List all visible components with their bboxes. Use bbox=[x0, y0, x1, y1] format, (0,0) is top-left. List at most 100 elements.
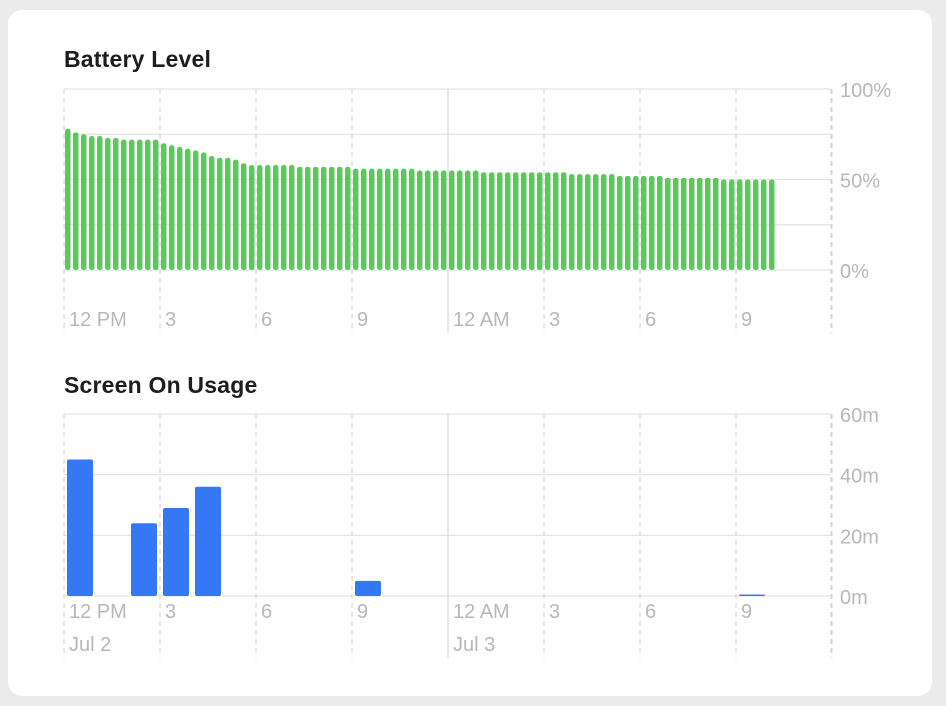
battery-bar bbox=[233, 159, 239, 270]
battery-bar bbox=[105, 137, 111, 270]
battery-bar bbox=[457, 170, 463, 270]
battery-bar bbox=[697, 177, 703, 270]
battery-bar bbox=[345, 166, 351, 270]
battery-bar bbox=[745, 179, 751, 270]
battery-bar bbox=[473, 170, 479, 270]
battery-bar bbox=[729, 179, 735, 270]
battery-bar bbox=[649, 175, 655, 270]
y-tick-label: 100% bbox=[840, 80, 891, 102]
battery-usage-card: Battery Level Screen On Usage bbox=[8, 10, 932, 696]
battery-bar bbox=[433, 170, 439, 270]
usage-bar bbox=[739, 594, 765, 596]
battery-bar bbox=[113, 137, 119, 270]
battery-bar bbox=[609, 174, 615, 270]
battery-bar bbox=[353, 168, 359, 270]
y-tick-label: 20m bbox=[840, 526, 879, 548]
x-tick-label: 12 AM bbox=[453, 309, 510, 331]
usage-bar bbox=[67, 459, 93, 596]
battery-bar bbox=[641, 175, 647, 270]
x-tick-label: 3 bbox=[549, 309, 560, 331]
x-tick-label: 6 bbox=[645, 309, 656, 331]
battery-bar bbox=[257, 165, 263, 270]
battery-bar bbox=[545, 172, 551, 270]
battery-bar bbox=[585, 174, 591, 270]
x-tick-label: 9 bbox=[741, 309, 752, 331]
battery-bar bbox=[553, 172, 559, 270]
battery-bar bbox=[417, 170, 423, 270]
battery-bar bbox=[361, 168, 367, 270]
battery-bar bbox=[289, 165, 295, 270]
battery-bar bbox=[393, 168, 399, 270]
battery-bar bbox=[673, 177, 679, 270]
x-tick-label: 12 PM bbox=[69, 601, 127, 623]
battery-level-title: Battery Level bbox=[64, 46, 212, 72]
battery-bar bbox=[633, 175, 639, 270]
battery-bar bbox=[329, 166, 335, 270]
battery-bar bbox=[249, 165, 255, 270]
battery-bar bbox=[385, 168, 391, 270]
battery-bar bbox=[569, 174, 575, 270]
battery-bar bbox=[737, 179, 743, 270]
battery-bar bbox=[137, 139, 143, 270]
battery-bar bbox=[481, 172, 487, 270]
battery-bar bbox=[617, 175, 623, 270]
x-tick-label: 3 bbox=[165, 309, 176, 331]
battery-bar bbox=[193, 150, 199, 270]
y-tick-label: 0% bbox=[840, 261, 869, 283]
battery-bar bbox=[313, 166, 319, 270]
usage-bar bbox=[355, 580, 381, 596]
battery-bar bbox=[657, 175, 663, 270]
x-tick-label: 6 bbox=[261, 309, 272, 331]
y-tick-label: 40m bbox=[840, 466, 879, 488]
battery-bar bbox=[425, 170, 431, 270]
battery-bar bbox=[721, 179, 727, 270]
x-date-label: Jul 2 bbox=[69, 634, 111, 656]
battery-bar bbox=[217, 157, 223, 270]
y-tick-label: 50% bbox=[840, 171, 880, 193]
battery-bar bbox=[505, 172, 511, 270]
battery-bar bbox=[121, 139, 127, 270]
battery-bar bbox=[265, 165, 271, 270]
battery-bar bbox=[465, 170, 471, 270]
battery-bar bbox=[497, 172, 503, 270]
battery-bar bbox=[537, 172, 543, 270]
battery-bar bbox=[321, 166, 327, 270]
battery-bar bbox=[761, 179, 767, 270]
battery-bar bbox=[201, 152, 207, 270]
battery-bar bbox=[145, 139, 151, 270]
battery-bar bbox=[489, 172, 495, 270]
battery-bar bbox=[97, 136, 103, 270]
battery-bar bbox=[305, 166, 311, 270]
battery-bar bbox=[753, 179, 759, 270]
x-tick-label: 3 bbox=[549, 601, 560, 623]
battery-bar bbox=[769, 179, 775, 270]
battery-bar bbox=[705, 177, 711, 270]
x-tick-label: 3 bbox=[165, 601, 176, 623]
battery-bar bbox=[73, 132, 79, 270]
battery-bar bbox=[681, 177, 687, 270]
usage-bar bbox=[131, 523, 157, 596]
battery-bar bbox=[169, 145, 175, 270]
battery-bar bbox=[161, 143, 167, 270]
battery-bar bbox=[561, 172, 567, 270]
battery-bar bbox=[337, 166, 343, 270]
battery-bar bbox=[209, 155, 215, 270]
y-tick-label: 0m bbox=[840, 587, 868, 609]
battery-bar bbox=[713, 177, 719, 270]
x-tick-label: 9 bbox=[741, 601, 752, 623]
x-tick-label: 12 PM bbox=[69, 309, 127, 331]
battery-bar bbox=[185, 148, 191, 270]
battery-bar bbox=[449, 170, 455, 270]
battery-bar bbox=[273, 165, 279, 270]
battery-bar bbox=[577, 174, 583, 270]
battery-bar bbox=[601, 174, 607, 270]
x-tick-label: 9 bbox=[357, 601, 368, 623]
battery-bar bbox=[409, 168, 415, 270]
battery-bar bbox=[625, 175, 631, 270]
usage-bar bbox=[163, 508, 189, 596]
battery-bar bbox=[401, 168, 407, 270]
screen-on-usage-title: Screen On Usage bbox=[64, 372, 258, 398]
battery-bar bbox=[529, 172, 535, 270]
battery-bar bbox=[129, 139, 135, 270]
